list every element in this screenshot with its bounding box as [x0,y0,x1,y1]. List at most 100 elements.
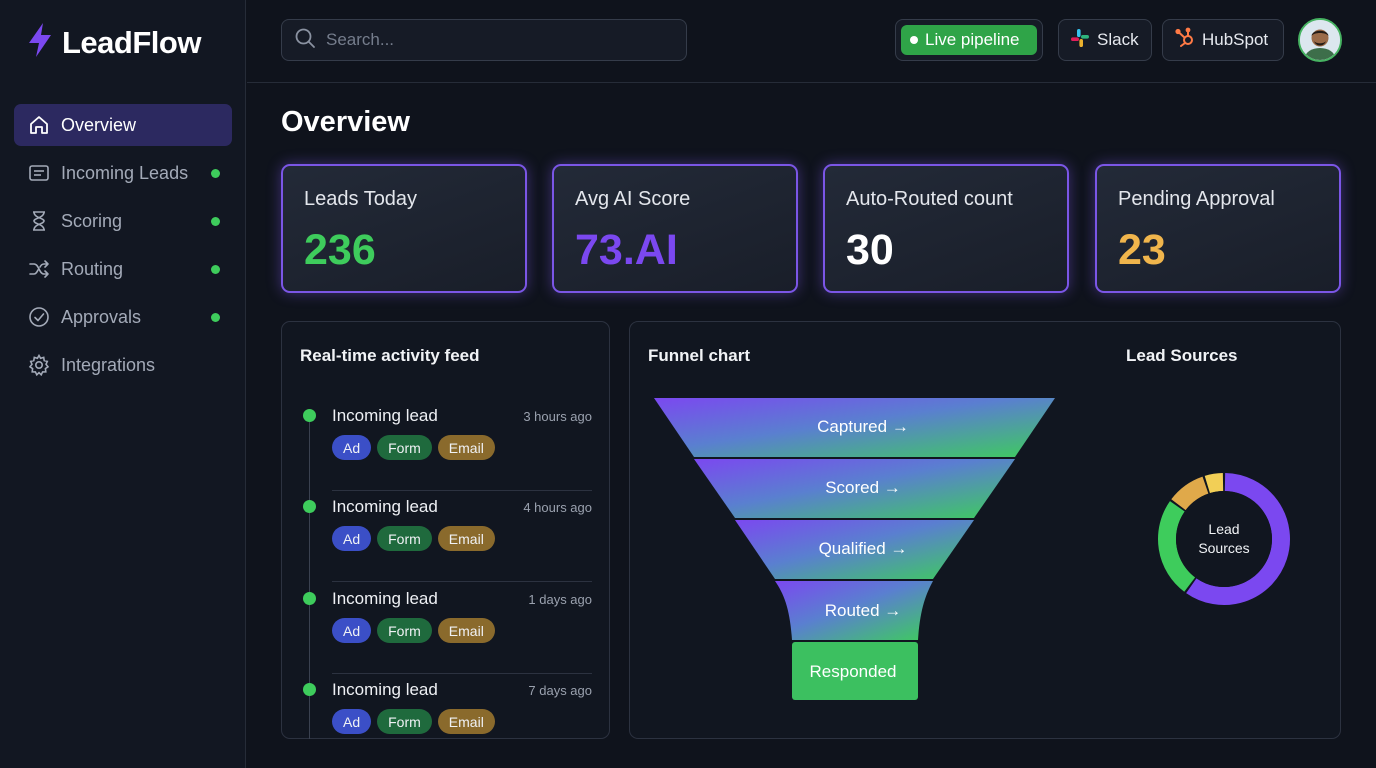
slack-icon [1070,28,1090,53]
status-dot [211,312,220,322]
sidebar-item-scoring[interactable]: Scoring [14,200,232,242]
donut-segment-1[interactable] [1158,501,1196,592]
funnel-stage-scored [694,459,1015,518]
funnel-stage-captured [654,398,1055,457]
feed-item-title: Incoming lead [332,680,438,699]
sidebar-item-label: Approvals [61,306,142,327]
metric-label: Auto-Routed count [846,188,1013,210]
tag-ad[interactable]: Ad [332,526,372,551]
metric-value: 30 [846,226,894,274]
donut-segment-3[interactable] [1204,473,1224,494]
live-dot [910,36,918,44]
feed-item-title: Incoming lead [332,589,438,608]
divider [332,581,592,582]
tag-list: Ad Form Email [332,435,495,460]
metric-label: Avg AI Score [575,188,691,210]
live-pipeline-badge: Live pipeline [901,25,1037,55]
sidebar-item-label: Routing [61,258,124,279]
status-dot [211,168,220,178]
donut-center-label: Lead Sources [1179,520,1269,558]
feed-item[interactable]: Incoming lead 4 hours ago Ad Form Email [282,491,610,582]
status-dot [303,409,316,422]
funnel-panel: Funnel chart Lead Sources Captured → Sco… [629,321,1341,739]
status-dot [211,264,220,274]
page-title: Overview [281,106,410,138]
slack-button[interactable]: Slack [1058,19,1152,61]
sidebar-item-label: Incoming Leads [61,162,189,183]
tag-form[interactable]: Form [377,435,432,460]
sidebar-nav: Overview Incoming Leads Scoring Routing [14,104,232,392]
donut-segment-2[interactable] [1171,476,1209,511]
donut-hole [1176,491,1272,587]
sidebar-item-label: Overview [61,114,137,135]
tag-email[interactable]: Email [437,526,495,551]
metric-card-leads-today[interactable]: Leads Today 236 [281,164,527,293]
tag-ad[interactable]: Ad [332,618,372,643]
logo[interactable]: LeadFlow [26,22,201,63]
live-pipeline-label: Live pipeline [925,30,1020,49]
check-circle-icon [28,306,50,328]
hubspot-label: HubSpot [1202,30,1269,49]
avatar[interactable] [1298,18,1342,62]
tag-form[interactable]: Form [377,526,432,551]
feed-item-time: 3 hours ago [523,409,592,424]
sidebar-item-overview[interactable]: Overview [14,104,232,146]
tag-ad[interactable]: Ad [332,435,372,460]
metric-value: 236 [304,226,376,274]
sidebar-item-routing[interactable]: Routing [14,248,232,290]
inbox-icon [28,162,50,184]
panel-title: Funnel chart [648,346,751,365]
shuffle-icon [28,258,50,280]
feed-item-time: 1 days ago [528,592,592,607]
metric-card-avg-ai-score[interactable]: Avg AI Score 73.AI [552,164,798,293]
gear-icon [28,354,50,376]
donut-center-line: Sources [1198,540,1250,556]
live-pipeline-toggle[interactable]: Live pipeline [895,19,1043,61]
sidebar: LeadFlow Overview Incoming Leads Scoring [0,0,246,768]
sidebar-item-label: Scoring [61,210,123,231]
lightning-icon [26,22,54,63]
donut-center-line: Lead [1208,521,1240,537]
feed-item[interactable]: Incoming lead 7 days ago Ad Form Email [282,674,610,765]
funnel-label: Responded [809,662,897,681]
search-icon [294,27,316,54]
feed-item-time: 4 hours ago [523,500,592,515]
tag-list: Ad Form Email [332,618,495,643]
funnel-label: Qualified → [818,539,908,558]
activity-feed-panel: Real-time activity feed Incoming lead 3 … [281,321,610,739]
status-dot [303,500,316,513]
hourglass-icon [28,210,50,232]
funnel-stage-routed [775,581,933,640]
divider [332,673,592,674]
sidebar-item-integrations[interactable]: Integrations [14,344,232,386]
panel-title: Real-time activity feed [300,346,480,365]
home-icon [28,114,50,136]
tag-list: Ad Form Email [332,526,495,551]
sidebar-item-incoming-leads[interactable]: Incoming Leads [14,152,232,194]
funnel-chart [654,398,1055,700]
metric-value: 73.AI [575,226,678,274]
feed-item[interactable]: Incoming lead 1 days ago Ad Form Email [282,583,610,674]
metric-card-pending-approval[interactable]: Pending Approval 23 [1095,164,1341,293]
sidebar-item-approvals[interactable]: Approvals [14,296,232,338]
tag-email[interactable]: Email [437,709,495,734]
tag-form[interactable]: Form [377,618,432,643]
tag-ad[interactable]: Ad [332,709,372,734]
search-input[interactable] [326,30,656,50]
metric-card-auto-routed[interactable]: Auto-Routed count 30 [823,164,1069,293]
topbar: Live pipeline Slack HubSpot [247,0,1376,83]
hubspot-button[interactable]: HubSpot [1162,19,1284,61]
tag-form[interactable]: Form [377,709,432,734]
metric-label: Leads Today [304,188,418,210]
sidebar-item-label: Integrations [61,354,156,375]
feed-item[interactable]: Incoming lead 3 hours ago Ad Form Email [282,400,610,491]
donut-segment-0[interactable] [1186,473,1290,605]
lead-sources-donut [1158,473,1290,605]
tag-email[interactable]: Email [437,435,495,460]
tag-email[interactable]: Email [437,618,495,643]
tag-list: Ad Form Email [332,709,495,734]
search-box[interactable] [281,19,687,61]
status-dot [303,592,316,605]
funnel-stage-responded [792,642,918,700]
feed-item-title: Incoming lead [332,497,438,516]
